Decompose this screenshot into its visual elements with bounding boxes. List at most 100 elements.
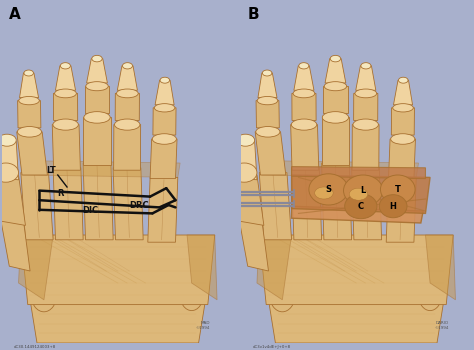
Ellipse shape (117, 89, 138, 98)
Polygon shape (55, 66, 75, 90)
Ellipse shape (115, 119, 140, 130)
Ellipse shape (379, 195, 407, 218)
Polygon shape (426, 235, 456, 300)
Polygon shape (256, 100, 279, 128)
Polygon shape (392, 108, 414, 135)
Ellipse shape (0, 134, 16, 146)
Polygon shape (153, 108, 176, 135)
Text: MAD
©1994: MAD ©1994 (196, 321, 210, 330)
Polygon shape (234, 141, 257, 180)
Polygon shape (84, 86, 109, 113)
Polygon shape (23, 161, 180, 177)
Ellipse shape (0, 163, 18, 182)
Polygon shape (259, 173, 292, 240)
Ellipse shape (292, 119, 317, 130)
Polygon shape (0, 216, 30, 271)
Text: C: C (358, 202, 364, 211)
Polygon shape (352, 125, 379, 170)
Ellipse shape (361, 63, 371, 69)
Polygon shape (114, 125, 141, 170)
Ellipse shape (92, 55, 102, 62)
Ellipse shape (31, 278, 56, 312)
Ellipse shape (155, 104, 175, 112)
Polygon shape (321, 163, 352, 240)
Ellipse shape (293, 89, 315, 98)
Text: B: B (248, 7, 259, 22)
Polygon shape (115, 93, 139, 120)
Polygon shape (389, 139, 415, 178)
Polygon shape (325, 58, 346, 83)
Polygon shape (0, 173, 26, 225)
Polygon shape (292, 175, 430, 214)
Polygon shape (113, 168, 143, 240)
Text: DIC: DIC (82, 205, 98, 215)
Ellipse shape (256, 126, 280, 137)
Ellipse shape (53, 119, 78, 130)
Ellipse shape (393, 104, 413, 112)
Ellipse shape (263, 70, 272, 76)
Ellipse shape (324, 82, 346, 91)
Ellipse shape (345, 194, 377, 219)
Polygon shape (83, 117, 111, 166)
Polygon shape (257, 235, 292, 300)
Polygon shape (393, 80, 412, 105)
Polygon shape (187, 235, 217, 300)
Text: T: T (395, 185, 401, 194)
Polygon shape (30, 300, 206, 343)
Polygon shape (54, 93, 78, 120)
Ellipse shape (381, 175, 415, 204)
Polygon shape (291, 125, 319, 170)
Polygon shape (292, 206, 423, 223)
Polygon shape (259, 235, 453, 304)
Ellipse shape (84, 112, 110, 123)
Ellipse shape (24, 70, 34, 76)
Ellipse shape (60, 63, 71, 69)
Text: DRC: DRC (129, 201, 149, 210)
Text: H: H (390, 202, 397, 211)
Ellipse shape (236, 134, 255, 146)
Polygon shape (292, 168, 321, 240)
Text: S: S (326, 185, 331, 194)
Ellipse shape (315, 187, 333, 199)
Polygon shape (354, 93, 378, 120)
Polygon shape (232, 173, 264, 225)
Ellipse shape (19, 97, 39, 105)
Ellipse shape (18, 126, 42, 137)
Ellipse shape (86, 82, 108, 91)
Polygon shape (268, 300, 444, 343)
Polygon shape (83, 163, 113, 240)
Ellipse shape (349, 188, 368, 200)
Polygon shape (148, 177, 178, 242)
Ellipse shape (309, 174, 348, 205)
Ellipse shape (152, 134, 176, 144)
Polygon shape (53, 168, 83, 240)
Ellipse shape (399, 77, 408, 83)
Polygon shape (258, 73, 277, 98)
Polygon shape (52, 125, 81, 170)
Polygon shape (155, 80, 174, 105)
Ellipse shape (55, 89, 76, 98)
Ellipse shape (355, 89, 377, 98)
Text: dC30.1449124003+8: dC30.1449124003+8 (14, 345, 56, 349)
Polygon shape (21, 235, 215, 304)
Text: LT: LT (46, 166, 56, 175)
Ellipse shape (232, 163, 257, 182)
Ellipse shape (160, 77, 170, 83)
Ellipse shape (180, 279, 203, 310)
Polygon shape (238, 216, 268, 271)
Polygon shape (294, 66, 314, 90)
Text: R: R (57, 189, 64, 198)
Polygon shape (0, 141, 18, 180)
Ellipse shape (299, 63, 309, 69)
Ellipse shape (353, 119, 378, 130)
Polygon shape (323, 86, 348, 113)
Polygon shape (292, 167, 426, 178)
Polygon shape (17, 132, 47, 175)
Polygon shape (321, 117, 349, 166)
Polygon shape (18, 100, 41, 128)
Ellipse shape (322, 112, 348, 123)
Text: L: L (361, 186, 366, 195)
Polygon shape (18, 235, 53, 300)
Polygon shape (150, 139, 177, 178)
Text: DARIO
©1994: DARIO ©1994 (434, 321, 448, 330)
